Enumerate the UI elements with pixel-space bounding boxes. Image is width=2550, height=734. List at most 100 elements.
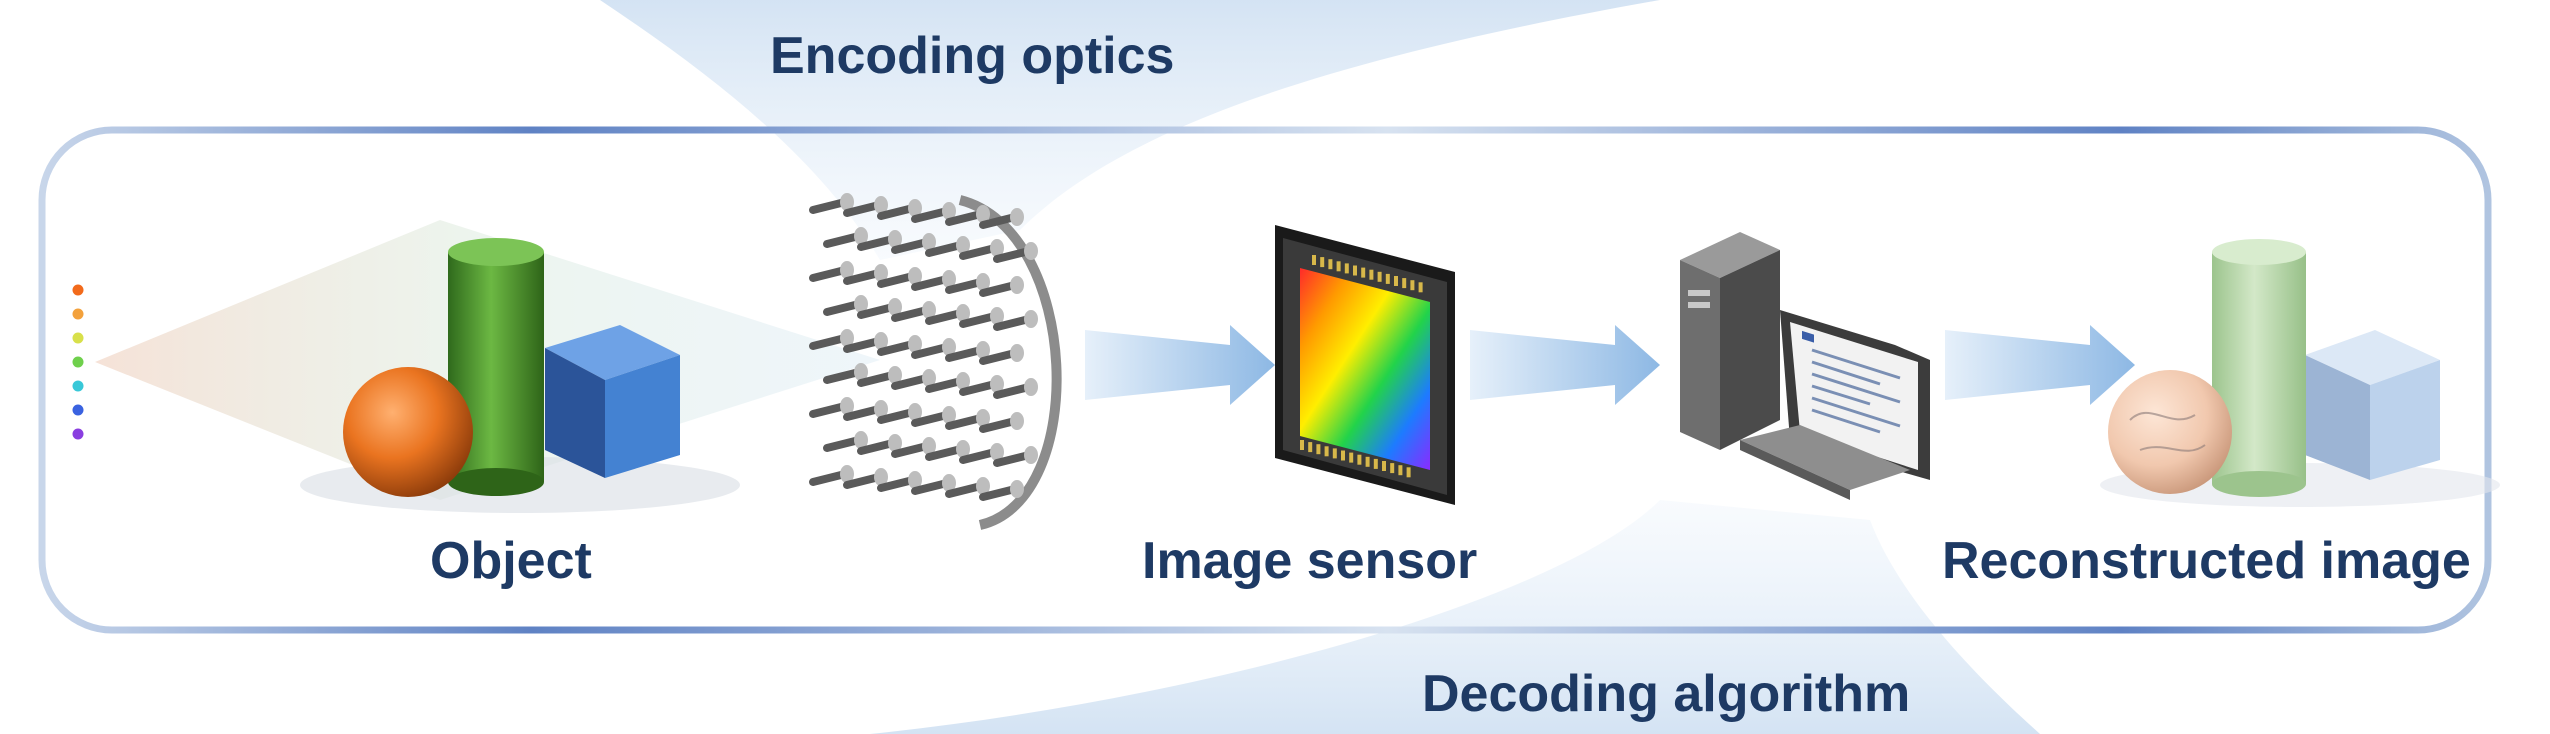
- metasurface-pillar: [959, 375, 1004, 396]
- reconstructed-image-label: Reconstructed image: [1942, 532, 2471, 590]
- pipeline-frame: [38, 126, 2492, 634]
- metasurface-pillar: [925, 440, 970, 461]
- sensor-pin: [1349, 452, 1354, 463]
- sensor-pin: [1300, 440, 1304, 450]
- sensor-pin: [1344, 263, 1349, 274]
- metasurface-pillar: [925, 372, 970, 393]
- metasurface-pillar: [911, 474, 956, 495]
- metasurface-pillar: [857, 366, 902, 387]
- image-sensor-chip: [1275, 225, 1455, 505]
- metasurface-pillar: [809, 465, 854, 486]
- metasurface-pillar: [843, 264, 888, 285]
- sensor-pin: [1365, 456, 1370, 467]
- metasurface-pillar: [959, 443, 1004, 464]
- metasurface-pillar: [877, 267, 922, 288]
- metasurface-pillar: [843, 196, 888, 217]
- metasurface-pillar: [959, 307, 1004, 328]
- sensor-pin: [1328, 259, 1333, 270]
- object-shapes: [300, 238, 740, 513]
- metasurface-pillar: [993, 310, 1038, 331]
- flow-arrow-3: [1945, 325, 2135, 405]
- metasurface-pillar: [979, 412, 1024, 433]
- sensor-pin: [1361, 267, 1366, 278]
- flow-arrow-2: [1470, 325, 1660, 405]
- object-label: Object: [430, 532, 592, 590]
- sensor-pin: [1353, 265, 1357, 276]
- metasurface-pillar: [945, 341, 990, 362]
- sensor-pin: [1394, 276, 1398, 286]
- sensor-pin: [1369, 269, 1374, 280]
- metasurface-pillar: [843, 332, 888, 353]
- metasurface-pillar: [945, 477, 990, 498]
- metasurface-pillar: [809, 193, 854, 214]
- metasurface-pillar: [911, 338, 956, 359]
- metasurface-pillar: [823, 227, 868, 248]
- metasurface-pillar: [823, 295, 868, 316]
- metasurface-pillar: [979, 480, 1024, 501]
- metasurface-pillar: [843, 400, 888, 421]
- metasurface-pillar: [979, 276, 1024, 297]
- sensor-pin: [1357, 454, 1362, 465]
- sensor-pin: [1312, 255, 1316, 265]
- metasurface-pillar: [911, 202, 956, 223]
- metasurface-pillar: [979, 344, 1024, 365]
- sensor-pin: [1336, 261, 1341, 272]
- metasurface-pillar: [993, 378, 1038, 399]
- metasurface-pillar: [993, 242, 1038, 263]
- sensor-pin: [1418, 282, 1423, 293]
- metasurface-pillar: [979, 208, 1024, 229]
- sensor-pin: [1377, 271, 1382, 282]
- image-sensor-label: Image sensor: [1142, 532, 1478, 590]
- metasurface-pillar: [959, 239, 1004, 260]
- metasurface-pillar: [823, 431, 868, 452]
- metasurface-pillar: [891, 437, 936, 458]
- metasurface-pillar: [945, 409, 990, 430]
- metasurface-pillar: [993, 446, 1038, 467]
- sensor-pin: [1320, 257, 1325, 268]
- sensor-pin: [1390, 463, 1395, 474]
- sensor-pin: [1316, 444, 1321, 455]
- sensor-pin: [1406, 467, 1411, 478]
- reconstructed-shapes: [2100, 239, 2500, 507]
- metasurface-pillar: [925, 236, 970, 257]
- sensor-pin: [1341, 450, 1345, 461]
- metasurface-pillar: [809, 397, 854, 418]
- metasurface-pillar: [877, 471, 922, 492]
- metasurface-pillar: [809, 261, 854, 282]
- sensor-pin: [1402, 278, 1407, 289]
- point-source-dots: [72, 284, 84, 440]
- sensor-pin: [1373, 458, 1378, 469]
- metasurface-pillar: [857, 298, 902, 319]
- metasurface-pillar: [877, 199, 922, 220]
- sensor-pin: [1398, 465, 1403, 476]
- metasurface-pillar: [911, 406, 956, 427]
- sensor-pin: [1382, 461, 1386, 471]
- sensor-pin: [1324, 446, 1329, 457]
- decoding-algorithm-label: Decoding algorithm: [1422, 665, 1911, 723]
- computer-icon: [1680, 232, 1930, 500]
- metasurface-pillar: [877, 335, 922, 356]
- metasurface-pillar: [891, 301, 936, 322]
- sensor-pin: [1332, 448, 1337, 459]
- metasurface-pillar: [823, 363, 868, 384]
- sensor-pin: [1410, 280, 1415, 291]
- encoding-optics-label: Encoding optics: [770, 27, 1175, 85]
- metasurface-pillar: [857, 434, 902, 455]
- metasurface-pillar: [809, 329, 854, 350]
- metasurface-pillar: [877, 403, 922, 424]
- decoding-fan: [870, 500, 2040, 734]
- metasurface-pillar: [843, 468, 888, 489]
- metasurface-pillar: [925, 304, 970, 325]
- metasurface-pillar: [945, 205, 990, 226]
- sensor-pin: [1308, 442, 1313, 453]
- metasurface-pillar: [911, 270, 956, 291]
- flow-arrow-1: [1085, 325, 1275, 405]
- metasurface-pillar: [891, 233, 936, 254]
- metasurface-pillar: [857, 230, 902, 251]
- metasurface-lens: [809, 193, 1062, 530]
- metasurface-pillar: [945, 273, 990, 294]
- metasurface-pillar: [891, 369, 936, 390]
- sensor-pin: [1385, 273, 1390, 284]
